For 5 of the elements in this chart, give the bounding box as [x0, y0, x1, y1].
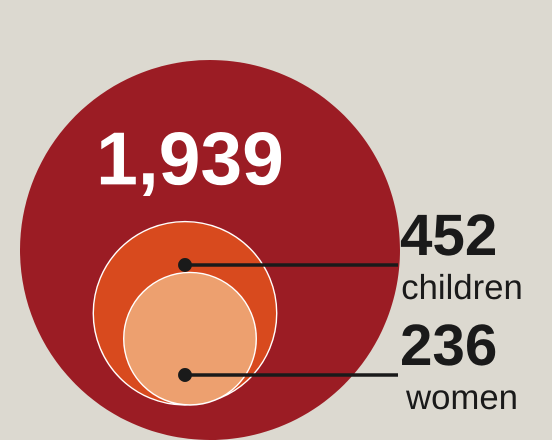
data-label: 1,939	[100, 132, 282, 196]
category-label: children	[402, 274, 521, 300]
data-label: 452	[400, 214, 495, 256]
category-label: women	[406, 390, 516, 410]
data-label: 236	[402, 324, 496, 366]
